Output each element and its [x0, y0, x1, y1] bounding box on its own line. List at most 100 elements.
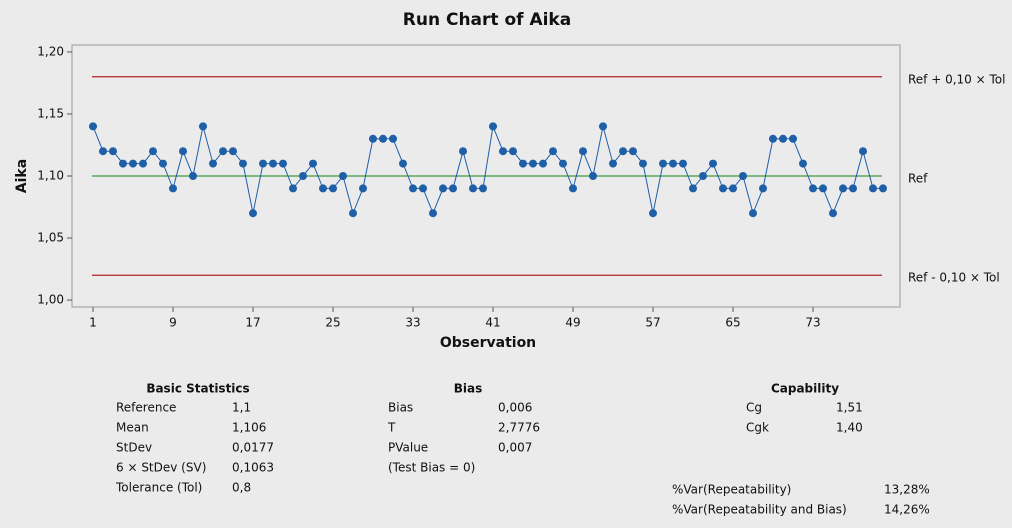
stats-value: 1,1	[232, 401, 251, 415]
stats-value: 0,0177	[232, 441, 274, 455]
y-tick-label: 1,00	[37, 293, 64, 307]
stats-heading: Capability	[771, 382, 839, 396]
y-tick-label: 1,05	[37, 231, 64, 245]
x-tick-label: 65	[725, 316, 740, 330]
data-point	[849, 184, 857, 193]
data-point	[299, 172, 307, 180]
stats-label: Cgk	[746, 421, 769, 435]
data-point	[439, 184, 447, 193]
data-point	[289, 184, 297, 193]
data-point	[139, 159, 147, 168]
data-point	[639, 159, 647, 168]
data-point	[859, 147, 867, 156]
x-axis-label: Observation	[440, 335, 536, 351]
data-point	[679, 159, 687, 168]
stats-value: 0,8	[232, 481, 251, 495]
data-point	[199, 122, 207, 131]
stats-value: 1,51	[836, 401, 863, 415]
data-point	[839, 184, 847, 193]
x-tick-label: 17	[245, 316, 260, 330]
stats-value: 13,28%	[884, 483, 930, 497]
x-tick-label: 57	[645, 316, 660, 330]
x-tick-label: 9	[169, 316, 177, 330]
data-point	[419, 184, 427, 193]
data-point	[559, 159, 567, 168]
data-point	[579, 147, 587, 156]
data-point	[739, 172, 747, 180]
data-point	[479, 184, 487, 193]
chart-title: Run Chart of Aika	[403, 10, 571, 30]
data-point	[409, 184, 417, 193]
data-point	[119, 159, 127, 168]
stats-value: 1,106	[232, 421, 266, 435]
data-point	[219, 147, 227, 156]
stats-label: Mean	[116, 421, 149, 435]
data-point	[89, 122, 97, 131]
stats-heading: Basic Statistics	[146, 382, 249, 396]
stats-label: Reference	[116, 401, 176, 415]
data-point	[789, 134, 797, 143]
data-point	[529, 159, 537, 168]
stats-label: T	[387, 421, 396, 435]
stats-label: (Test Bias = 0)	[388, 461, 475, 475]
data-point	[699, 172, 707, 180]
y-axis-label: Aika	[14, 159, 30, 193]
data-point	[229, 147, 237, 156]
data-point	[309, 159, 317, 168]
data-point	[539, 159, 547, 168]
data-point	[759, 184, 767, 193]
data-point	[159, 159, 167, 168]
data-point	[189, 172, 197, 180]
y-tick-label: 1,20	[37, 44, 64, 58]
stats-value: 1,40	[836, 421, 863, 435]
stats-value: 0,007	[498, 441, 532, 455]
data-point	[799, 159, 807, 168]
data-point	[169, 184, 177, 193]
data-point	[379, 134, 387, 143]
stats-label: %Var(Repeatability and Bias)	[672, 503, 847, 517]
data-point	[429, 209, 437, 218]
data-point	[819, 184, 827, 193]
stats-label: Tolerance (Tol)	[115, 481, 202, 495]
data-point	[599, 122, 607, 131]
stats-label: Cg	[746, 401, 762, 415]
stats-label: 6 × StDev (SV)	[116, 461, 206, 475]
x-tick-label: 33	[405, 316, 420, 330]
data-point	[779, 134, 787, 143]
data-point	[659, 159, 667, 168]
stats-value: 0,006	[498, 401, 532, 415]
reference-label: Ref	[908, 172, 928, 186]
data-point	[369, 134, 377, 143]
data-point	[149, 147, 157, 156]
data-point	[319, 184, 327, 193]
reference-label: Ref + 0,10 × Tol	[908, 72, 1005, 86]
data-point	[869, 184, 877, 193]
data-point	[729, 184, 737, 193]
data-point	[359, 184, 367, 193]
data-point	[489, 122, 497, 131]
stats-label: %Var(Repeatability)	[672, 483, 791, 497]
data-point	[389, 134, 397, 143]
data-point	[619, 147, 627, 156]
stats-heading: Bias	[454, 382, 483, 396]
data-point	[669, 159, 677, 168]
x-tick-label: 25	[325, 316, 340, 330]
data-point	[719, 184, 727, 193]
data-point	[569, 184, 577, 193]
data-point	[609, 159, 617, 168]
stats-label: PValue	[388, 441, 428, 455]
data-point	[259, 159, 267, 168]
stats-label: Bias	[388, 401, 413, 415]
x-tick-label: 49	[565, 316, 580, 330]
data-point	[279, 159, 287, 168]
data-point	[879, 184, 887, 193]
data-point	[249, 209, 257, 218]
data-point	[269, 159, 277, 168]
data-point	[769, 134, 777, 143]
data-point	[709, 159, 717, 168]
data-point	[129, 159, 137, 168]
data-point	[829, 209, 837, 218]
y-tick-label: 1,10	[37, 169, 64, 183]
data-point	[339, 172, 347, 180]
